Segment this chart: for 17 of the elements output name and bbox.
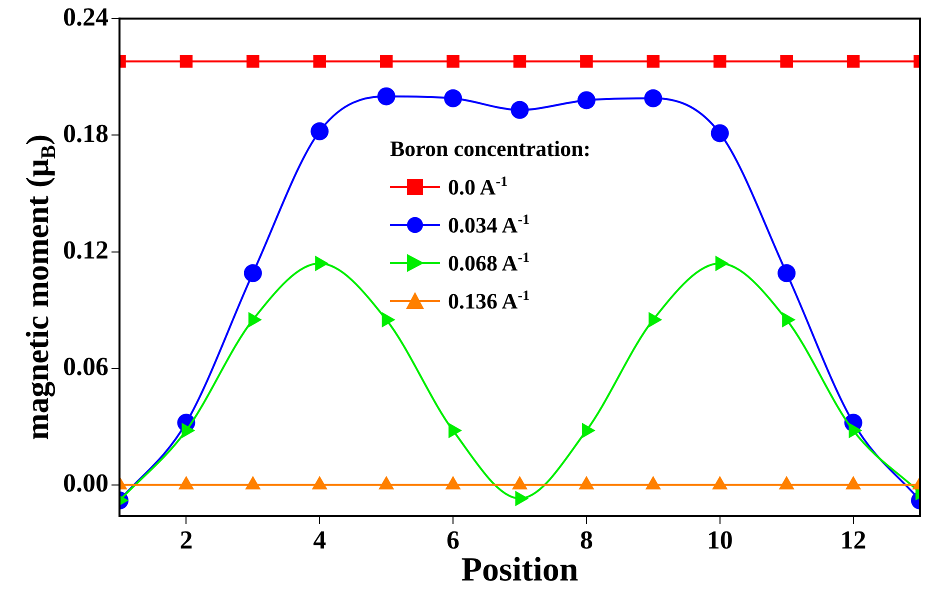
x-tick-label: 10 <box>706 525 733 554</box>
y-tick-label: 0.24 <box>63 2 108 32</box>
x-tick-label: 12 <box>840 525 866 554</box>
x-tick-label: 8 <box>580 525 593 554</box>
x-tick-label: 6 <box>446 525 460 554</box>
y-tick-label: 0.00 <box>63 468 108 498</box>
x-tick-label: 4 <box>313 525 326 554</box>
legend-title: Boron concentration: <box>390 135 591 163</box>
legend-label: 0.068 A$^{-1}$ <box>448 250 530 276</box>
x-tick-label: 2 <box>180 525 193 554</box>
x-axis-title: Position <box>461 551 578 588</box>
legend-label: 0.136 A$^{-1}$ <box>448 288 530 314</box>
y-tick-label: 0.06 <box>63 352 108 382</box>
y-tick-label: 0.18 <box>63 118 108 148</box>
legend-label: 0.0 A$^{-1}$ <box>448 174 508 200</box>
y-tick-label: 0.12 <box>63 235 108 264</box>
legend-label: 0.034 A$^{-1}$ <box>448 212 530 238</box>
